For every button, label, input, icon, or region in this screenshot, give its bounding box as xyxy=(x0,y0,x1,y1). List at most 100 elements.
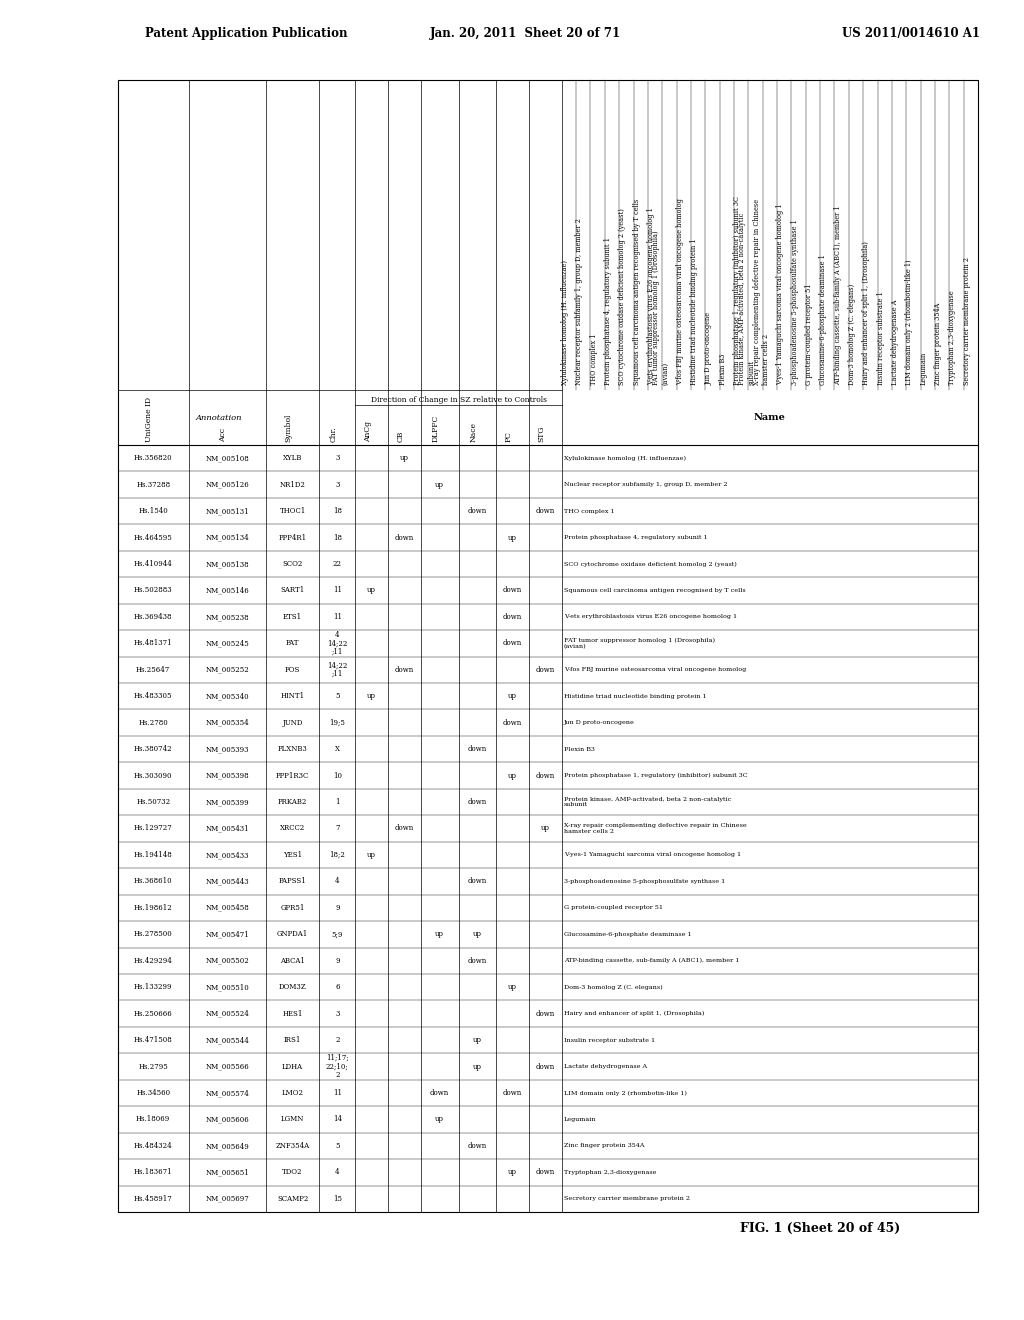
Text: Nace: Nace xyxy=(469,422,477,442)
Text: NM_005238: NM_005238 xyxy=(206,612,249,620)
Text: Hs.380742: Hs.380742 xyxy=(134,746,173,754)
Text: down: down xyxy=(395,533,414,541)
Text: Plexin B3: Plexin B3 xyxy=(564,747,595,751)
Text: down: down xyxy=(536,665,555,673)
Text: up: up xyxy=(508,772,517,780)
Text: Protein phosphatase 4, regulatory subunit 1: Protein phosphatase 4, regulatory subuni… xyxy=(564,535,708,540)
Text: up: up xyxy=(473,1063,482,1071)
Text: Hs.483305: Hs.483305 xyxy=(134,692,172,700)
Text: FAT tumor suppressor homolog 1 (Drosophila)
(avian): FAT tumor suppressor homolog 1 (Drosophi… xyxy=(652,231,670,385)
Text: down: down xyxy=(503,639,522,647)
Text: LDHA: LDHA xyxy=(282,1063,303,1071)
Text: Hairy and enhancer of split 1, (Drosophila): Hairy and enhancer of split 1, (Drosophi… xyxy=(862,242,870,385)
Text: 5: 5 xyxy=(335,692,340,700)
Text: NM_005431: NM_005431 xyxy=(206,825,249,833)
Text: Hs.50732: Hs.50732 xyxy=(136,799,170,807)
Text: AnCg: AnCg xyxy=(364,421,372,442)
Text: down: down xyxy=(468,878,487,886)
Text: down: down xyxy=(503,586,522,594)
Text: up: up xyxy=(435,1115,444,1123)
Text: NM_005131: NM_005131 xyxy=(206,507,249,515)
Text: 3: 3 xyxy=(335,454,340,462)
Text: Hs.458917: Hs.458917 xyxy=(134,1195,173,1203)
Text: V-fos FBJ murine osteosarcoma viral oncogene homolog: V-fos FBJ murine osteosarcoma viral onco… xyxy=(676,198,684,385)
Text: Hs.303090: Hs.303090 xyxy=(134,772,172,780)
Text: down: down xyxy=(536,1063,555,1071)
Text: 6: 6 xyxy=(335,983,340,991)
Text: GPR51: GPR51 xyxy=(281,904,305,912)
Text: NM_005524: NM_005524 xyxy=(206,1010,249,1018)
Text: up: up xyxy=(508,1168,517,1176)
Text: FAT tumor suppressor homolog 1 (Drosophila)
(avian): FAT tumor suppressor homolog 1 (Drosophi… xyxy=(564,638,715,649)
Text: HINT1: HINT1 xyxy=(281,692,305,700)
Text: Hs.481371: Hs.481371 xyxy=(134,639,173,647)
Text: 18;2: 18;2 xyxy=(330,851,345,859)
Text: down: down xyxy=(395,665,414,673)
Text: down: down xyxy=(468,1142,487,1150)
Text: up: up xyxy=(368,851,376,859)
Text: down: down xyxy=(468,957,487,965)
Text: down: down xyxy=(395,825,414,833)
Text: SCO cytochrome oxidase deficient homolog 2 (yeast): SCO cytochrome oxidase deficient homolog… xyxy=(618,209,627,385)
Text: NR1D2: NR1D2 xyxy=(280,480,305,488)
Text: STG: STG xyxy=(538,425,546,442)
Text: NM_005443: NM_005443 xyxy=(206,878,249,886)
Text: 3-phosphoadenosine 5-phosphosulfate synthase 1: 3-phosphoadenosine 5-phosphosulfate synt… xyxy=(564,879,725,884)
Text: NM_005252: NM_005252 xyxy=(206,665,249,673)
Text: 18: 18 xyxy=(333,507,342,515)
Text: 11: 11 xyxy=(333,1089,342,1097)
Text: FAT: FAT xyxy=(286,639,299,647)
Text: V-yes-1 Yamaguchi sarcoma viral oncogene homolog 1: V-yes-1 Yamaguchi sarcoma viral oncogene… xyxy=(776,203,784,385)
Text: Glucosamine-6-phosphate deaminase 1: Glucosamine-6-phosphate deaminase 1 xyxy=(564,932,691,937)
Text: down: down xyxy=(468,799,487,807)
Text: Dom-3 homolog Z (C. elegans): Dom-3 homolog Z (C. elegans) xyxy=(564,985,663,990)
Text: CB: CB xyxy=(396,430,404,442)
Text: down: down xyxy=(536,507,555,515)
Text: down: down xyxy=(503,612,522,620)
Text: NM_005471: NM_005471 xyxy=(206,931,249,939)
Text: PC: PC xyxy=(505,432,513,442)
Text: up: up xyxy=(473,1036,482,1044)
Text: 11: 11 xyxy=(333,612,342,620)
Text: FIG. 1 (Sheet 20 of 45): FIG. 1 (Sheet 20 of 45) xyxy=(740,1222,900,1236)
Text: NM_005651: NM_005651 xyxy=(206,1168,249,1176)
Text: Zinc finger protein 354A: Zinc finger protein 354A xyxy=(934,302,942,385)
Text: TDO2: TDO2 xyxy=(283,1168,303,1176)
Text: Hs.502883: Hs.502883 xyxy=(134,586,173,594)
Text: 11;17;
22;10;
2: 11;17; 22;10; 2 xyxy=(326,1053,349,1080)
Text: V-fos FBJ murine osteosarcoma viral oncogene homolog: V-fos FBJ murine osteosarcoma viral onco… xyxy=(564,668,746,672)
Text: NM_005134: NM_005134 xyxy=(206,533,249,541)
Text: Hs.2780: Hs.2780 xyxy=(138,718,168,727)
Text: X-ray repair complementing defective repair in Chinese
hamster cells 2: X-ray repair complementing defective rep… xyxy=(753,199,770,385)
Text: XRCC2: XRCC2 xyxy=(280,825,305,833)
Text: Hs.278500: Hs.278500 xyxy=(134,931,173,939)
Text: Dom-3 homolog Z (C. elegans): Dom-3 homolog Z (C. elegans) xyxy=(848,284,856,385)
Text: PPP1R3C: PPP1R3C xyxy=(275,772,309,780)
Text: LIM domain only 2 (rhombotin-like 1): LIM domain only 2 (rhombotin-like 1) xyxy=(564,1090,687,1096)
Text: Squamous cell carcinoma antigen recognised by T cells: Squamous cell carcinoma antigen recognis… xyxy=(633,199,641,385)
Text: down: down xyxy=(468,746,487,754)
Text: Nuclear receptor subfamily 1, group D, member 2: Nuclear receptor subfamily 1, group D, m… xyxy=(575,218,584,385)
Text: NM_005697: NM_005697 xyxy=(206,1195,249,1203)
Text: X-ray repair complementing defective repair in Chinese
hamster cells 2: X-ray repair complementing defective rep… xyxy=(564,824,746,834)
Text: 19;5: 19;5 xyxy=(330,718,345,727)
Text: up: up xyxy=(508,692,517,700)
Text: NM_005245: NM_005245 xyxy=(206,639,249,647)
Text: Hs.471508: Hs.471508 xyxy=(134,1036,173,1044)
Text: ATP-binding cassette, sub-family A (ABC1), member 1: ATP-binding cassette, sub-family A (ABC1… xyxy=(834,206,842,385)
Text: Legumain: Legumain xyxy=(564,1117,596,1122)
Text: 3: 3 xyxy=(335,1010,340,1018)
Text: YES1: YES1 xyxy=(283,851,302,859)
Text: up: up xyxy=(368,692,376,700)
Text: NM_005354: NM_005354 xyxy=(206,718,249,727)
Text: NM_005566: NM_005566 xyxy=(206,1063,249,1071)
Text: UniGene ID: UniGene ID xyxy=(145,397,154,442)
Text: Hs.34560: Hs.34560 xyxy=(136,1089,170,1097)
Text: up: up xyxy=(368,586,376,594)
Text: Insulin receptor substrate 1: Insulin receptor substrate 1 xyxy=(877,292,885,385)
Text: NM_005126: NM_005126 xyxy=(206,480,249,488)
Text: THO complex 1: THO complex 1 xyxy=(590,334,598,385)
Text: 9: 9 xyxy=(335,904,340,912)
Text: NM_005574: NM_005574 xyxy=(206,1089,249,1097)
Text: Hs.194148: Hs.194148 xyxy=(134,851,173,859)
